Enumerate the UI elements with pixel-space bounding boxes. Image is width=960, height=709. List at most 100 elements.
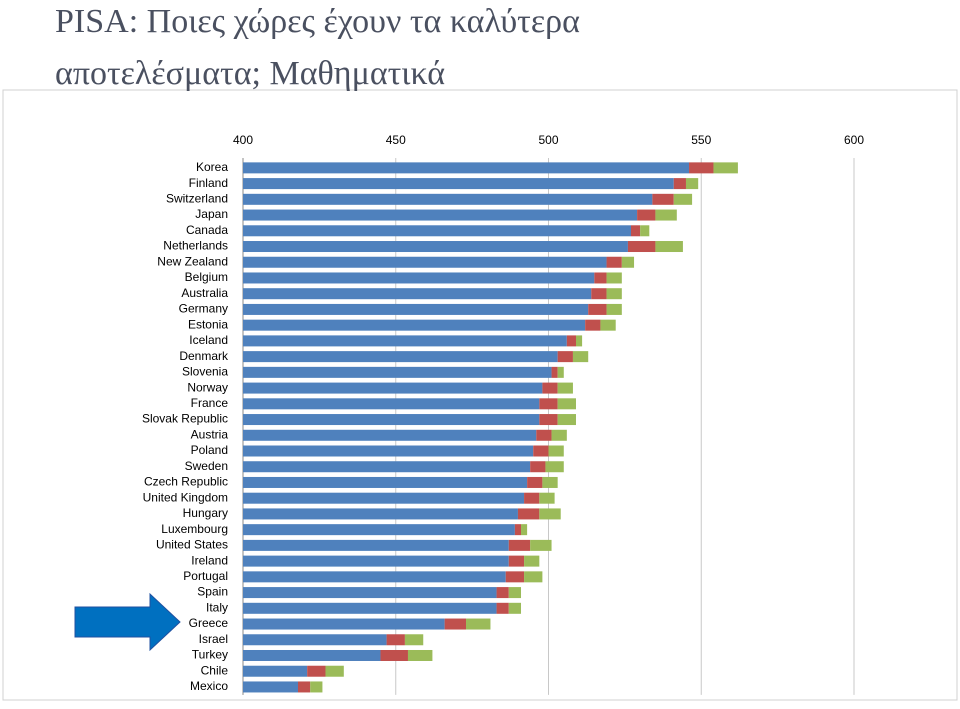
- bar-segment: [640, 225, 650, 237]
- y-tick-label: Luxembourg: [161, 522, 228, 536]
- bar-segment: [673, 193, 693, 205]
- bar-segment: [307, 665, 326, 677]
- bar-segment: [606, 303, 622, 315]
- bar-segment: [548, 445, 564, 457]
- bar-segment: [243, 288, 592, 300]
- bar-segment: [524, 492, 540, 504]
- bar-segment: [536, 429, 552, 441]
- y-tick-label: Norway: [187, 380, 228, 394]
- y-tick-label: Slovenia: [182, 365, 228, 379]
- bar-segment: [530, 539, 552, 551]
- bar-segment: [585, 319, 601, 331]
- y-tick-label: Italy: [206, 600, 228, 614]
- bar-segment: [557, 366, 564, 378]
- y-tick-label: Mexico: [190, 679, 228, 693]
- bar-segment: [243, 649, 381, 661]
- y-tick-label: Slovak Republic: [142, 412, 228, 426]
- bar-segment: [496, 587, 509, 599]
- bar-segment: [557, 382, 573, 394]
- x-tick-label: 500: [538, 133, 558, 147]
- bar-segment: [243, 256, 607, 268]
- bar-segment: [243, 162, 690, 174]
- y-tick-label: United States: [156, 538, 228, 552]
- bar-segment: [243, 461, 531, 473]
- bar-segment: [243, 366, 552, 378]
- bar-segment: [508, 602, 522, 614]
- bar-segment: [539, 508, 561, 520]
- y-tick-label: Netherlands: [163, 239, 228, 253]
- bar-segment: [542, 476, 558, 488]
- x-tick-label: 600: [844, 133, 864, 147]
- bar-segment: [243, 665, 308, 677]
- bar-segment: [243, 587, 497, 599]
- bar-segment: [243, 303, 589, 315]
- bar-segment: [243, 492, 525, 504]
- bar-segment: [588, 303, 607, 315]
- bar-segment: [404, 634, 424, 646]
- y-tick-label: New Zealand: [157, 254, 228, 268]
- y-tick-label: Canada: [186, 223, 228, 237]
- bar-segment: [496, 602, 509, 614]
- bar-segment: [466, 618, 491, 630]
- bar-segment: [508, 555, 525, 567]
- bar-segment: [243, 681, 298, 693]
- bar-segment: [444, 618, 467, 630]
- y-tick-label: Spain: [197, 585, 228, 599]
- y-tick-label: France: [191, 396, 229, 410]
- bar-segment: [689, 162, 714, 174]
- bar-segment: [243, 382, 543, 394]
- bar-segment: [243, 602, 497, 614]
- bar-segment: [600, 319, 616, 331]
- y-tick-label: Denmark: [179, 349, 229, 363]
- bar-segment: [673, 178, 686, 190]
- bar-segment: [243, 193, 653, 205]
- bar-segment: [557, 398, 576, 410]
- y-tick-label: Switzerland: [166, 191, 228, 205]
- arrow: [74, 592, 181, 652]
- bar-segment: [243, 272, 595, 284]
- bar-segment: [530, 461, 546, 473]
- y-tick-label: Germany: [179, 302, 228, 316]
- x-tick-label: 400: [233, 133, 253, 147]
- bar-segment: [533, 445, 549, 457]
- bar-segment: [627, 241, 656, 253]
- bar-segment: [243, 634, 387, 646]
- bar-segment: [243, 571, 506, 583]
- y-tick-label: Greece: [189, 616, 229, 630]
- bar-segment: [606, 288, 622, 300]
- y-tick-label: Hungary: [183, 506, 228, 520]
- bar-segment: [551, 429, 567, 441]
- bar-segment: [575, 335, 583, 347]
- bar-segment: [630, 225, 641, 237]
- bar-segment: [594, 272, 607, 284]
- y-tick-label: Estonia: [188, 317, 228, 331]
- bar-segment: [621, 256, 635, 268]
- bar-segment: [243, 476, 528, 488]
- bar-segment: [539, 492, 555, 504]
- bar-segment: [655, 241, 683, 253]
- chart-frame: [2, 89, 958, 701]
- bar-segment: [243, 319, 586, 331]
- y-tick-label: Iceland: [189, 333, 228, 347]
- bar-segment: [524, 571, 543, 583]
- y-tick-label: Sweden: [185, 459, 228, 473]
- bar-segment: [243, 178, 674, 190]
- bar-segment: [545, 461, 564, 473]
- y-tick-label: Australia: [181, 286, 228, 300]
- x-tick-label: 450: [386, 133, 406, 147]
- y-tick-label: Austria: [191, 427, 229, 441]
- y-tick-label: Czech Republic: [144, 475, 228, 489]
- bar-segment: [539, 398, 558, 410]
- bar-segment: [606, 256, 622, 268]
- bar-segment: [325, 665, 344, 677]
- bar-segment: [243, 539, 509, 551]
- bar-segment: [407, 649, 433, 661]
- bar-segment: [310, 681, 323, 693]
- bar-segment: [243, 524, 515, 536]
- bar-segment: [542, 382, 558, 394]
- bar-segment: [524, 555, 540, 567]
- y-tick-label: United Kingdom: [143, 490, 228, 504]
- bar-segment: [297, 681, 311, 693]
- bar-segment: [243, 351, 558, 363]
- chart-title: PISA: Ποιες χώρες έχουν τα καλύτερα αποτε…: [55, 3, 580, 92]
